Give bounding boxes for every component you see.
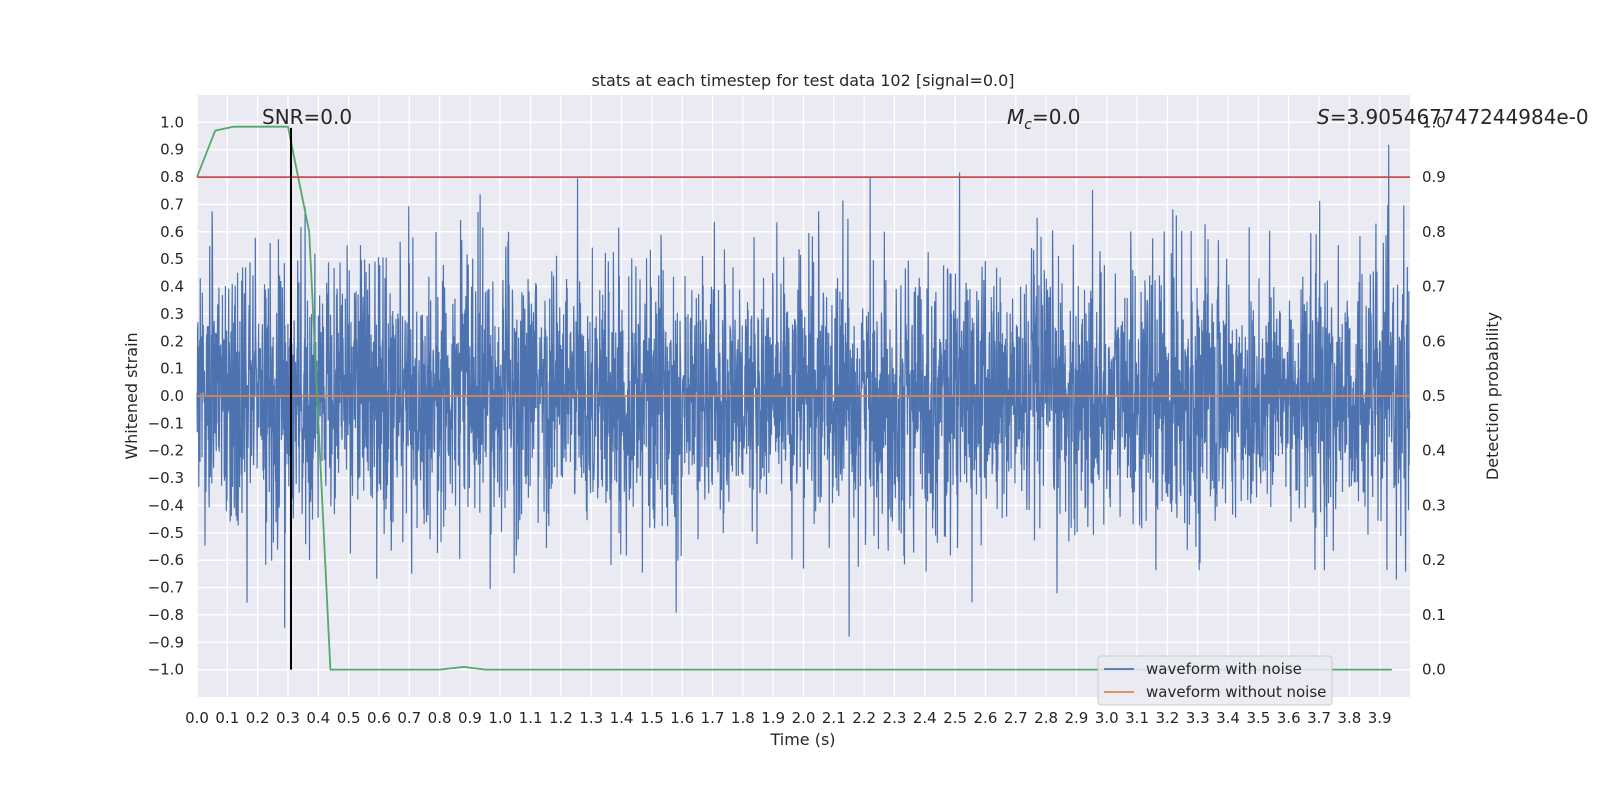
mc-symbol: M bbox=[1007, 105, 1024, 129]
y-axis-label: Whitened strain bbox=[122, 332, 141, 459]
x-tick-label: 2.0 bbox=[792, 709, 816, 727]
x-tick-label: 1.3 bbox=[579, 709, 603, 727]
x-tick-label: 1.7 bbox=[701, 709, 725, 727]
y-tick-label: 0.4 bbox=[160, 278, 184, 296]
chart-title: stats at each timestep for test data 102… bbox=[591, 71, 1014, 90]
y2-tick-label: 0.1 bbox=[1422, 606, 1446, 624]
y-tick-label: −1.0 bbox=[148, 661, 184, 679]
x-tick-label: 3.9 bbox=[1368, 709, 1392, 727]
x-tick-label: 3.8 bbox=[1337, 709, 1361, 727]
y-tick-label: 0.0 bbox=[160, 387, 184, 405]
legend-label: waveform with noise bbox=[1146, 660, 1302, 678]
mc-subscript: c bbox=[1024, 117, 1032, 133]
x-tick-label: 2.7 bbox=[1004, 709, 1028, 727]
y-tick-label: −0.2 bbox=[148, 442, 184, 460]
y2-tick-label: 0.3 bbox=[1422, 496, 1446, 514]
x-tick-label: 3.4 bbox=[1216, 709, 1240, 727]
x-tick-label: 3.0 bbox=[1095, 709, 1119, 727]
y-tick-label: 0.3 bbox=[160, 305, 184, 323]
y-tick-label: −0.1 bbox=[148, 414, 184, 432]
x-tick-label: 2.6 bbox=[974, 709, 998, 727]
x-tick-label: 2.1 bbox=[822, 709, 846, 727]
y-tick-label: −0.5 bbox=[148, 524, 184, 542]
x-tick-label: 1.9 bbox=[761, 709, 785, 727]
left-tick-labels: 1.0 0.9 0.8 0.7 0.6 0.5 0.4 0.3 0.2 0.1 0.0 −0.1 −0.… bbox=[148, 113, 184, 678]
x-tick-label: 0.4 bbox=[306, 709, 330, 727]
y2-tick-label: 0.4 bbox=[1422, 442, 1446, 460]
y-tick-label: −0.8 bbox=[148, 606, 184, 624]
y2-tick-label: 0.7 bbox=[1422, 278, 1446, 296]
y-tick-label: 0.5 bbox=[160, 250, 184, 268]
snr-annotation: SNR=0.0 bbox=[262, 105, 352, 129]
y2-tick-label: 0.8 bbox=[1422, 223, 1446, 241]
x-tick-label: 2.8 bbox=[1034, 709, 1058, 727]
y-tick-label: −0.3 bbox=[148, 469, 184, 487]
y-tick-label: 0.1 bbox=[160, 360, 184, 378]
x-tick-labels: 0.0 0.1 0.2 0.3 0.4 0.5 0.6 0.7 0.8 0.9 1.0 1.1 1.2 1… bbox=[185, 709, 1392, 727]
x-tick-label: 0.5 bbox=[337, 709, 361, 727]
series-layer bbox=[196, 125, 1411, 671]
x-tick-label: 3.1 bbox=[1125, 709, 1149, 727]
x-tick-label: 3.3 bbox=[1186, 709, 1210, 727]
x-tick-label: 1.6 bbox=[670, 709, 694, 727]
x-tick-label: 1.2 bbox=[549, 709, 573, 727]
y-tick-label: 0.6 bbox=[160, 223, 184, 241]
legend: waveform with noise waveform without nois… bbox=[1097, 655, 1333, 706]
y2-tick-label: 0.6 bbox=[1422, 332, 1446, 350]
y2-tick-label: 0.5 bbox=[1422, 387, 1446, 405]
y2-tick-label: 1.0 bbox=[1422, 113, 1446, 131]
y-tick-label: 0.7 bbox=[160, 195, 184, 213]
y2-axis-label: Detection probability bbox=[1483, 312, 1502, 480]
x-tick-label: 0.2 bbox=[246, 709, 270, 727]
y-tick-label: 0.8 bbox=[160, 168, 184, 186]
series-waveform-with-noise bbox=[196, 144, 1411, 637]
s-annotation: S=3.905467747244984e-0 bbox=[1317, 105, 1589, 129]
x-tick-label: 1.0 bbox=[488, 709, 512, 727]
x-tick-label: 0.7 bbox=[397, 709, 421, 727]
y-tick-label: −0.9 bbox=[148, 633, 184, 651]
x-tick-label: 0.0 bbox=[185, 709, 209, 727]
legend-label: waveform without noise bbox=[1146, 683, 1326, 701]
y2-tick-label: 0.2 bbox=[1422, 551, 1446, 569]
x-tick-label: 2.9 bbox=[1064, 709, 1088, 727]
x-tick-label: 2.2 bbox=[852, 709, 876, 727]
x-tick-label: 3.6 bbox=[1277, 709, 1301, 727]
y2-tick-label: 0.0 bbox=[1422, 661, 1446, 679]
x-tick-label: 3.2 bbox=[1155, 709, 1179, 727]
y-tick-label: −0.7 bbox=[148, 579, 184, 597]
chirp-mass-annotation: Mc=0.0 bbox=[1007, 105, 1081, 133]
x-tick-label: 0.9 bbox=[458, 709, 482, 727]
mc-value: =0.0 bbox=[1032, 105, 1081, 129]
x-tick-label: 0.3 bbox=[276, 709, 300, 727]
x-tick-label: 1.1 bbox=[519, 709, 543, 727]
y-tick-label: 0.2 bbox=[160, 332, 184, 350]
right-tick-labels: 1.0 0.9 0.8 0.7 0.6 0.5 0.4 0.3 0.2 0.1 0.0 bbox=[1422, 113, 1446, 678]
x-tick-label: 2.5 bbox=[943, 709, 967, 727]
s-value: =3.905467747244984e-0 bbox=[1330, 105, 1589, 129]
x-tick-label: 2.3 bbox=[883, 709, 907, 727]
x-axis-label: Time (s) bbox=[769, 730, 835, 749]
x-tick-label: 3.5 bbox=[1246, 709, 1270, 727]
x-tick-label: 0.1 bbox=[215, 709, 239, 727]
y-tick-label: 0.9 bbox=[160, 141, 184, 159]
x-tick-label: 2.4 bbox=[913, 709, 937, 727]
y-tick-label: −0.4 bbox=[148, 496, 184, 514]
y2-tick-label: 0.9 bbox=[1422, 168, 1446, 186]
x-tick-label: 1.5 bbox=[640, 709, 664, 727]
legend-box bbox=[1097, 655, 1333, 706]
x-tick-label: 1.4 bbox=[610, 709, 634, 727]
series-detection-probability bbox=[196, 125, 1392, 671]
s-symbol: S bbox=[1317, 105, 1330, 129]
x-tick-label: 1.8 bbox=[731, 709, 755, 727]
y-tick-label: 1.0 bbox=[160, 113, 184, 131]
x-tick-label: 0.8 bbox=[428, 709, 452, 727]
x-tick-label: 3.7 bbox=[1307, 709, 1331, 727]
x-tick-label: 0.6 bbox=[367, 709, 391, 727]
y-tick-label: −0.6 bbox=[148, 551, 184, 569]
